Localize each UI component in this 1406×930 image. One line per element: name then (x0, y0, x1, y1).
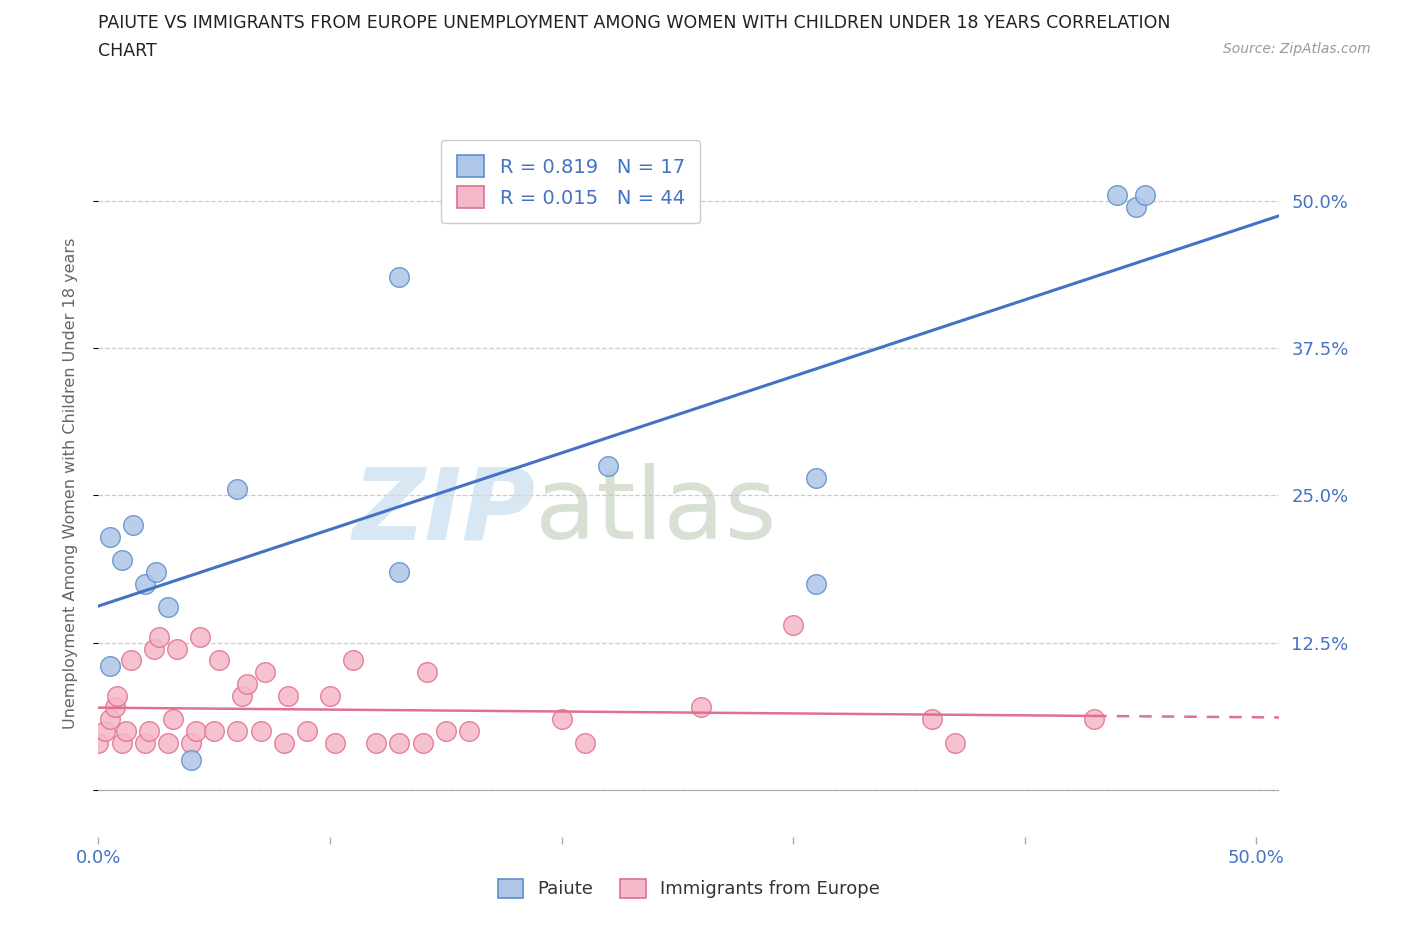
Text: atlas: atlas (536, 463, 778, 561)
Point (342, 653, 364, 668)
Point (98, 658, 121, 673)
Point (806, 471, 828, 485)
Point (596, 458, 619, 473)
Point (574, 736, 596, 751)
Point (148, 630, 170, 644)
Point (105, 688, 128, 703)
Point (921, 711, 943, 726)
Point (550, 711, 572, 726)
Point (366, 736, 388, 751)
Point (416, 665, 439, 680)
Point (1125, 199, 1147, 214)
Point (134, 577, 156, 591)
Point (689, 700, 711, 715)
Point (202, 724, 225, 738)
Point (277, 688, 299, 703)
Point (782, 618, 804, 632)
Point (273, 736, 295, 751)
Legend: Paiute, Immigrants from Europe: Paiute, Immigrants from Europe (491, 871, 887, 906)
Text: PAIUTE VS IMMIGRANTS FROM EUROPE UNEMPLOYMENT AMONG WOMEN WITH CHILDREN UNDER 18: PAIUTE VS IMMIGRANTS FROM EUROPE UNEMPLO… (98, 14, 1171, 32)
Point (806, 577, 828, 591)
Point (156, 736, 179, 751)
Point (143, 641, 166, 656)
Point (254, 665, 277, 680)
Point (434, 724, 457, 738)
Point (134, 736, 156, 751)
Point (188, 630, 211, 644)
Point (249, 724, 271, 738)
Point (388, 270, 411, 285)
Point (235, 676, 257, 691)
Point (231, 688, 253, 703)
Point (98, 529, 121, 544)
Point (226, 482, 249, 497)
Point (94, 724, 117, 738)
Text: ZIP: ZIP (353, 463, 536, 561)
Point (226, 724, 249, 738)
Point (120, 653, 142, 668)
Point (110, 736, 132, 751)
Point (184, 724, 207, 738)
Point (412, 736, 434, 751)
Point (388, 736, 411, 751)
Point (1107, 188, 1129, 203)
Point (208, 653, 231, 668)
Point (180, 736, 202, 751)
Point (87, 736, 110, 751)
Point (138, 724, 160, 738)
Point (1133, 188, 1156, 203)
Point (319, 688, 342, 703)
Point (162, 711, 184, 726)
Point (122, 517, 145, 532)
Point (110, 552, 132, 567)
Text: Source: ZipAtlas.com: Source: ZipAtlas.com (1223, 42, 1371, 56)
Point (295, 724, 318, 738)
Point (1083, 711, 1105, 726)
Point (388, 565, 411, 579)
Point (458, 724, 481, 738)
Point (323, 736, 346, 751)
Point (98, 711, 121, 726)
Point (156, 600, 179, 615)
Point (166, 641, 188, 656)
Y-axis label: Unemployment Among Women with Children Under 18 years: Unemployment Among Women with Children U… (63, 238, 77, 729)
Point (115, 724, 138, 738)
Point (180, 753, 202, 768)
Point (145, 565, 167, 579)
Point (943, 736, 966, 751)
Text: CHART: CHART (98, 42, 157, 60)
Point (104, 700, 127, 715)
